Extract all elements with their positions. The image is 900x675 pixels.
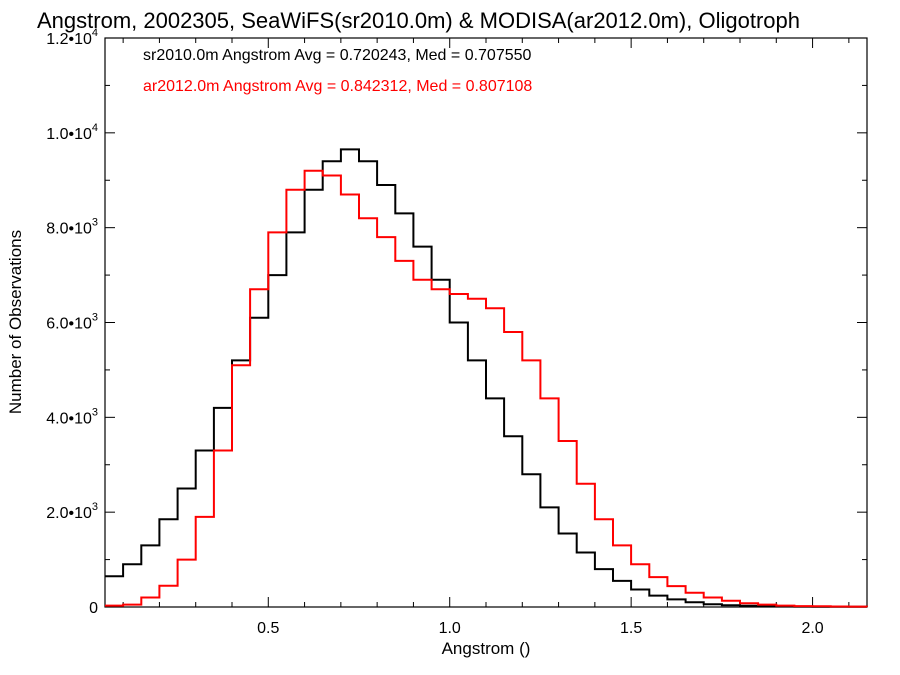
y-axis-label: Number of Observations [6,230,25,414]
series-annotation-sr2010: sr2010.0m Angstrom Avg = 0.720243, Med =… [143,47,532,64]
x-tick-label: 1.0 [439,620,461,637]
x-axis-label: Angstrom () [442,639,531,658]
y-tick-label: 1.0•104 [46,122,98,143]
series-line-ar2012-0m [105,169,868,608]
series-annotation-ar2012: ar2012.0m Angstrom Avg = 0.842312, Med =… [143,78,532,95]
y-tick-label: 8.0•103 [46,217,98,238]
y-axis: 0 2.0•103 4.0•103 6.0•103 8.0•103 1.0•104 1.2•… [46,27,867,617]
chart-title: Angstrom, 2002305, SeaWiFS(sr2010.0m) & … [37,8,800,33]
y-tick-label: 2.0•103 [46,501,98,522]
x-tick-label: 1.5 [620,620,642,637]
y-tick-label: 4.0•103 [46,406,98,427]
y-tick-label: 0 [89,600,98,617]
x-tick-label: 0.5 [257,620,279,637]
series-group [105,148,868,608]
y-tick-label: 6.0•103 [46,312,98,333]
y-tick-label: 1.2•104 [46,27,98,48]
x-tick-label: 2.0 [801,620,823,637]
